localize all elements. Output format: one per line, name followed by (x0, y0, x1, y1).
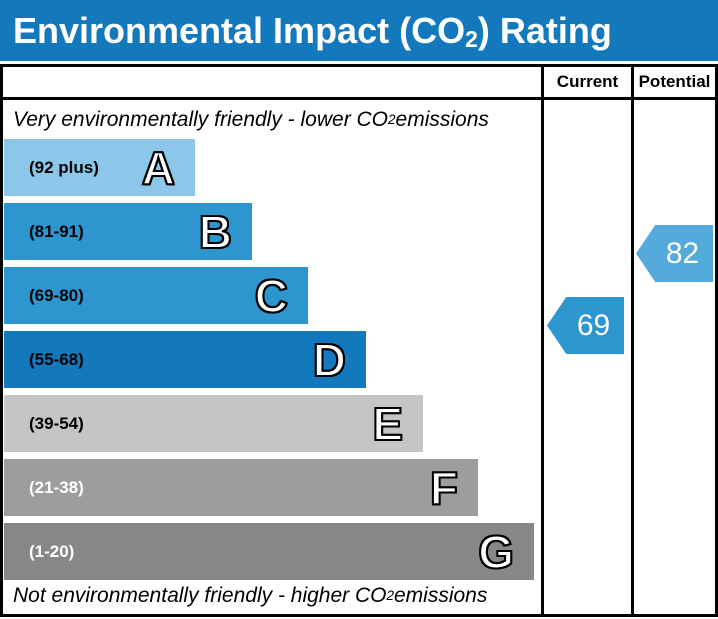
current-column-header: Current (556, 72, 619, 91)
potential-column-header: Potential (638, 72, 711, 91)
rating-table: Current Potential Very environmentally f… (0, 64, 718, 617)
bottom-note-text: Not environmentally friendly - higher CO (13, 584, 387, 607)
band-letter: F (429, 461, 459, 514)
band-bar: (55-68) D (4, 331, 366, 388)
top-note: Very environmentally friendly - lower CO… (13, 107, 489, 131)
band-range-label: (39-54) (29, 413, 84, 433)
page-title-text: Environmental Impact (CO (13, 9, 466, 51)
band-row: (92 plus) A (4, 139, 540, 196)
band-bar: (39-54) E (4, 395, 423, 452)
header-divider (3, 97, 715, 100)
band-row: (81-91) B (4, 203, 540, 260)
band-row: (55-68) D (4, 331, 540, 388)
band-range-label: (1-20) (29, 541, 75, 561)
band-range-label: (55-68) (29, 349, 84, 369)
band-letter: B (198, 205, 233, 258)
top-note-text: Very environmentally friendly - lower CO (13, 107, 389, 131)
potential-column-divider (631, 67, 634, 614)
band-letter: D (312, 333, 347, 386)
band-range-label: (69-80) (29, 285, 84, 305)
potential-arrow: 82 (636, 225, 713, 282)
page-title: Environmental Impact (CO2) Rating (13, 10, 612, 52)
band-range-label: (81-91) (29, 221, 84, 241)
bands: (92 plus) A (81-91) B (69-80) C (55-68) … (4, 139, 540, 587)
band-row: (1-20) G (4, 523, 540, 580)
current-value: 69 (576, 308, 611, 342)
band-row: (39-54) E (4, 395, 540, 452)
band-row: (69-80) C (4, 267, 540, 324)
band-letter: G (477, 525, 515, 578)
page-title-subscript: 2 (465, 25, 478, 52)
bottom-note-suffix: emissions (393, 584, 488, 607)
band-bar: (81-91) B (4, 203, 252, 260)
band-bar: (21-38) F (4, 459, 478, 516)
bottom-note: Not environmentally friendly - higher CO… (13, 584, 488, 607)
band-bar: (1-20) G (4, 523, 534, 580)
page-title-suffix: ) Rating (477, 9, 612, 51)
band-row: (21-38) F (4, 459, 540, 516)
band-range-label: (21-38) (29, 477, 84, 497)
potential-value: 82 (665, 236, 700, 270)
top-note-suffix: emissions (395, 107, 489, 131)
current-column-divider (541, 67, 544, 614)
current-arrow: 69 (547, 297, 624, 354)
band-bar: (92 plus) A (4, 139, 195, 196)
band-bar: (69-80) C (4, 267, 308, 324)
band-letter: C (254, 269, 289, 322)
band-range-label: (92 plus) (29, 157, 99, 177)
band-letter: A (141, 141, 176, 194)
band-letter: E (371, 397, 404, 450)
title-bar: Environmental Impact (CO2) Rating (0, 0, 718, 61)
